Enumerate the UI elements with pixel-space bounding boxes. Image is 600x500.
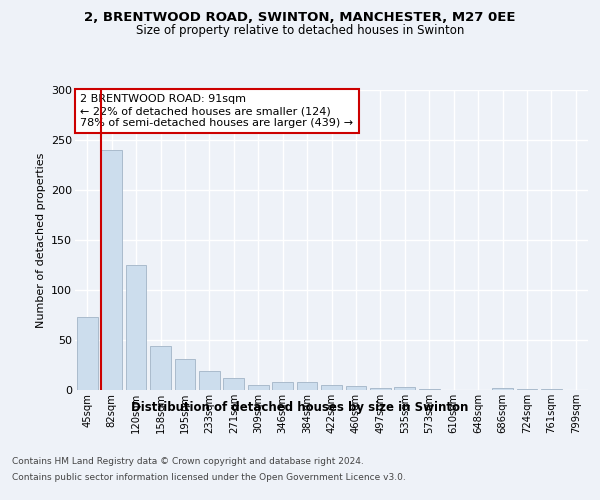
Bar xyxy=(248,385,269,390)
Bar xyxy=(101,150,122,390)
Bar xyxy=(150,346,171,390)
Bar xyxy=(370,388,391,390)
Bar xyxy=(321,385,342,390)
Text: Contains public sector information licensed under the Open Government Licence v3: Contains public sector information licen… xyxy=(12,472,406,482)
Bar xyxy=(346,386,367,390)
Text: Size of property relative to detached houses in Swinton: Size of property relative to detached ho… xyxy=(136,24,464,37)
Bar xyxy=(296,382,317,390)
Bar xyxy=(394,387,415,390)
Text: 2, BRENTWOOD ROAD, SWINTON, MANCHESTER, M27 0EE: 2, BRENTWOOD ROAD, SWINTON, MANCHESTER, … xyxy=(84,11,516,24)
Text: Contains HM Land Registry data © Crown copyright and database right 2024.: Contains HM Land Registry data © Crown c… xyxy=(12,458,364,466)
Bar xyxy=(492,388,513,390)
Text: 2 BRENTWOOD ROAD: 91sqm
← 22% of detached houses are smaller (124)
78% of semi-d: 2 BRENTWOOD ROAD: 91sqm ← 22% of detache… xyxy=(80,94,353,128)
Bar xyxy=(77,317,98,390)
Bar xyxy=(199,371,220,390)
Text: Distribution of detached houses by size in Swinton: Distribution of detached houses by size … xyxy=(131,401,469,414)
Bar xyxy=(517,389,538,390)
Bar xyxy=(541,389,562,390)
Bar xyxy=(175,359,196,390)
Bar xyxy=(125,265,146,390)
Bar xyxy=(419,389,440,390)
Bar xyxy=(272,382,293,390)
Bar xyxy=(223,378,244,390)
Y-axis label: Number of detached properties: Number of detached properties xyxy=(35,152,46,328)
